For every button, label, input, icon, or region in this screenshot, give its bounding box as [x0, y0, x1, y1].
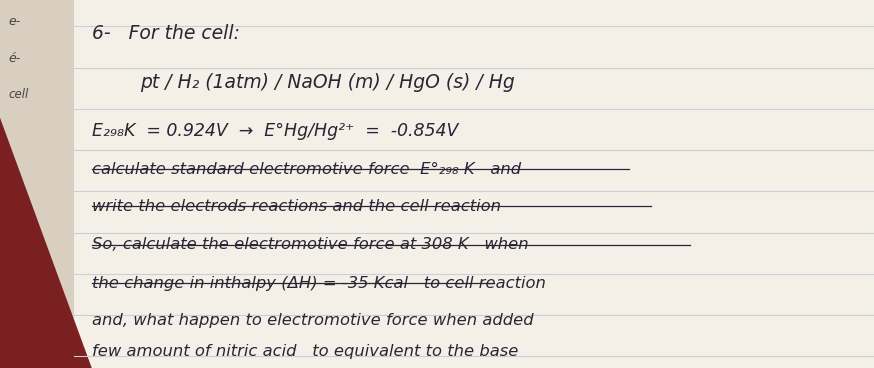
FancyBboxPatch shape	[0, 0, 74, 368]
Text: pt / H₂ (1atm) / NaOH (m) / HgO (s) / Hg: pt / H₂ (1atm) / NaOH (m) / HgO (s) / Hg	[140, 73, 515, 92]
Text: the change in inthalpy (ΔH) = -35 Kcal   to cell reaction: the change in inthalpy (ΔH) = -35 Kcal t…	[92, 276, 545, 291]
Text: 6-   For the cell:: 6- For the cell:	[92, 24, 239, 43]
Text: é-: é-	[9, 52, 21, 64]
Text: e-: e-	[9, 15, 21, 28]
FancyBboxPatch shape	[74, 0, 874, 368]
Text: few amount of nitric acid   to equivalent to the base: few amount of nitric acid to equivalent …	[92, 344, 518, 359]
Text: and, what happen to electromotive force when added: and, what happen to electromotive force …	[92, 313, 533, 328]
Text: calculate standard electromotive force  E°₂₉₈ K   and: calculate standard electromotive force E…	[92, 162, 521, 177]
Polygon shape	[0, 118, 92, 368]
Text: write the electrods reactions and the cell reaction: write the electrods reactions and the ce…	[92, 199, 501, 213]
Text: E₂₉₈K  = 0.924V  →  E°Hg/Hg²⁺  =  -0.854V: E₂₉₈K = 0.924V → E°Hg/Hg²⁺ = -0.854V	[92, 122, 458, 139]
Text: So, calculate the electromotive force at 308 K   when: So, calculate the electromotive force at…	[92, 237, 529, 252]
Text: cell: cell	[9, 88, 29, 101]
